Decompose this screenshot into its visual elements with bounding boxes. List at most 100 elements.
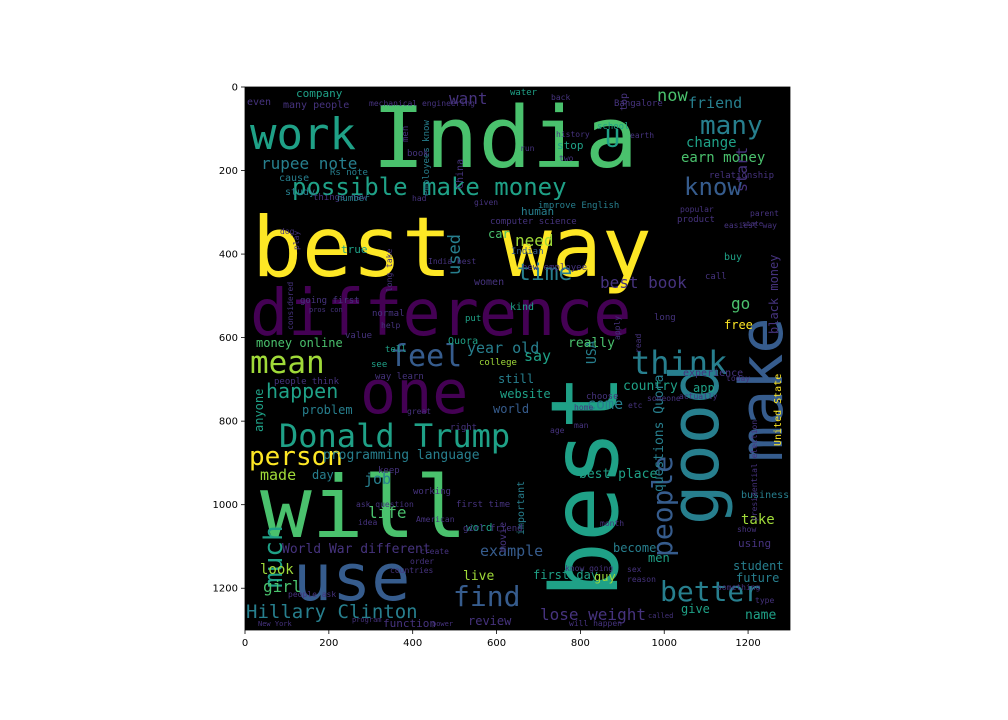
x-tick-label: 800 <box>571 638 590 649</box>
word-now: now <box>657 86 688 106</box>
axes: 0 200 400 600 800 1000 1200 0 200 400 600 800 1000 12… <box>213 83 761 650</box>
word-program: program <box>352 616 382 624</box>
word-college: college <box>479 358 517 368</box>
word-working: working <box>413 487 451 497</box>
word-long-take: long take <box>385 248 394 292</box>
word-black-money: black money <box>767 255 781 334</box>
word-go: go <box>731 294 750 313</box>
word-things-new: things new <box>313 193 368 203</box>
word-state: state <box>742 220 763 228</box>
word-feel: feel <box>390 339 462 374</box>
word-many: many <box>700 111 763 141</box>
word-great: great <box>407 407 431 416</box>
word-water: water <box>510 88 538 98</box>
word-computer-science: computer science <box>490 217 577 227</box>
word-best-way: best way <box>252 199 652 296</box>
word-men: men <box>648 551 670 565</box>
word-new-york: New York <box>258 620 293 628</box>
word-company: company <box>296 87 343 100</box>
word-power: power <box>432 620 453 628</box>
word-difference: difference <box>250 277 631 351</box>
word-ask-question: ask question <box>356 500 414 509</box>
word-name: name <box>745 608 776 623</box>
word-normal: normal <box>372 309 405 319</box>
word-apply: apply <box>613 316 622 340</box>
word-people-ask: people ask <box>288 590 336 599</box>
word-problem: problem <box>302 403 353 417</box>
word-anyone: anyone <box>252 389 266 432</box>
word-many-people: many people <box>283 100 349 111</box>
word-app: app <box>693 381 715 395</box>
word-american: American <box>416 515 455 524</box>
word-job: job <box>364 470 391 488</box>
word-programming-language: programming language <box>323 448 480 463</box>
word-car: car <box>488 227 510 241</box>
word-back: back <box>551 93 570 102</box>
word-way-learn: way learn <box>375 372 424 382</box>
word-girl-friend: girl friend <box>463 524 523 534</box>
word-right: right <box>450 423 477 433</box>
word-hillary-clinton: Hillary Clinton <box>246 601 418 623</box>
word-will: will <box>260 458 467 558</box>
word-important: important <box>516 481 527 535</box>
word-find: find <box>453 580 520 613</box>
word-people-think: people think <box>274 377 340 387</box>
word-see: see <box>371 360 387 370</box>
word-girl: girl <box>263 577 302 596</box>
word-person: person <box>249 442 343 472</box>
word-earth: earth <box>630 131 654 140</box>
plot-frame <box>244 86 791 631</box>
word-start: start <box>733 147 751 192</box>
word-today: today <box>726 374 750 383</box>
word-experience: experience <box>683 368 743 379</box>
x-tick-label: 200 <box>319 638 338 649</box>
word-first-day: first day <box>533 568 598 582</box>
word-going-first: going first <box>300 296 360 306</box>
word-change: change <box>686 135 737 151</box>
word-think: think <box>631 344 727 382</box>
word-become: become <box>613 541 656 555</box>
word-men: men <box>401 126 411 142</box>
word-help: help <box>381 321 400 330</box>
word-tell: tell <box>385 345 407 355</box>
word-dog: dog <box>280 227 295 236</box>
word-put: put <box>465 314 481 324</box>
word-use: use <box>293 541 410 616</box>
word-improve-english: improve English <box>538 201 619 211</box>
word-new-employee: new employee <box>522 263 587 273</box>
word-product: product <box>677 215 715 225</box>
word-given: given <box>474 198 498 207</box>
word-made: made <box>260 466 296 484</box>
word-say: say <box>524 347 551 365</box>
word-future: future <box>736 571 779 585</box>
word-first-time: first time <box>456 500 510 510</box>
word-home: home <box>574 403 593 412</box>
word-money-online: money online <box>256 336 343 350</box>
word-donald-trump: Donald Trump <box>279 417 510 455</box>
y-tick-label: 1200 <box>213 584 238 595</box>
word-used: used <box>445 234 465 275</box>
word-presidential-election: presidential election <box>750 420 759 521</box>
y-tick-label: 0 <box>232 83 238 94</box>
word-something: something <box>717 583 761 592</box>
word-united-state: United State <box>773 374 784 446</box>
word-indian: Indian <box>511 247 544 257</box>
word-day: day <box>312 468 334 482</box>
word-popular: popular <box>680 205 714 214</box>
word-better: better <box>660 575 761 608</box>
word-good: good <box>656 364 734 525</box>
plot-background <box>245 87 790 630</box>
word-movie: movie <box>498 522 509 552</box>
word-review: review <box>468 614 512 628</box>
word-really: really <box>568 336 615 351</box>
word-even: even <box>247 97 271 108</box>
word-idea: idea <box>358 518 377 527</box>
word-etc: etc <box>628 401 643 410</box>
word-someone: someone <box>647 394 681 403</box>
word-quora: Quora <box>448 336 478 347</box>
word-parent: parent <box>750 209 779 218</box>
word-country: country <box>623 379 678 394</box>
word-business: business <box>741 490 789 501</box>
word-world-war-different: World War different <box>282 542 431 557</box>
word-countries: countries <box>390 566 434 575</box>
